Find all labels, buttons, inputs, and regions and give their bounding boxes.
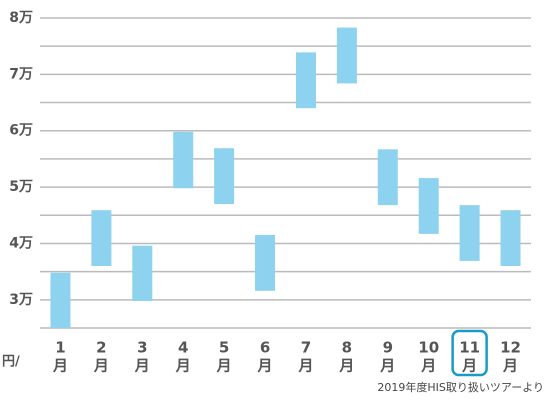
x-tick-suffix: 月 (297, 357, 313, 375)
bar (295, 52, 316, 109)
bar (500, 210, 521, 266)
x-tick-label: 9 (383, 339, 393, 357)
x-tick-suffix: 月 (257, 357, 273, 375)
y-tick-label: 7万 (9, 66, 33, 82)
bar (132, 245, 153, 301)
footnote: 2019年度HIS取り扱いツアーより (377, 380, 544, 394)
bar (459, 205, 480, 261)
y-tick-label: 3万 (9, 292, 33, 308)
x-tick-suffix: 月 (502, 357, 518, 375)
x-tick-label: 7 (301, 339, 311, 357)
bar (91, 210, 112, 266)
y-tick-label: 6万 (9, 123, 33, 139)
y-tick-label: 4万 (9, 235, 33, 251)
x-tick-label: 11 (459, 339, 480, 357)
x-tick-suffix: 月 (216, 357, 232, 375)
x-tick-suffix: 月 (420, 357, 436, 375)
x-tick-label: 12 (500, 339, 521, 357)
x-tick-label: 6 (260, 339, 270, 357)
y-tick-label: 8万 (9, 10, 33, 26)
bar (214, 148, 235, 204)
x-tick-suffix: 月 (461, 357, 477, 375)
highlight-box (451, 329, 488, 377)
y-tick-label: 5万 (9, 179, 33, 195)
x-tick-label: 1 (55, 339, 65, 357)
x-tick-suffix: 月 (52, 357, 68, 375)
x-tick-label: 3 (137, 339, 147, 357)
x-tick-label: 8 (342, 339, 352, 357)
bar (255, 235, 276, 291)
bar (336, 27, 357, 84)
bar (173, 131, 194, 189)
x-tick-suffix: 月 (93, 357, 109, 375)
y-unit: 円/ (2, 355, 20, 370)
bar (418, 178, 439, 234)
bar (50, 272, 71, 328)
x-tick-suffix: 月 (134, 357, 150, 375)
x-tick-label: 10 (418, 339, 439, 357)
x-tick-label: 5 (219, 339, 229, 357)
x-tick-suffix: 月 (338, 357, 354, 375)
x-tick-label: 4 (178, 339, 188, 357)
x-tick-suffix: 月 (379, 357, 395, 375)
x-tick-suffix: 月 (175, 357, 191, 375)
bar (377, 149, 398, 206)
x-tick-label: 2 (96, 339, 106, 357)
